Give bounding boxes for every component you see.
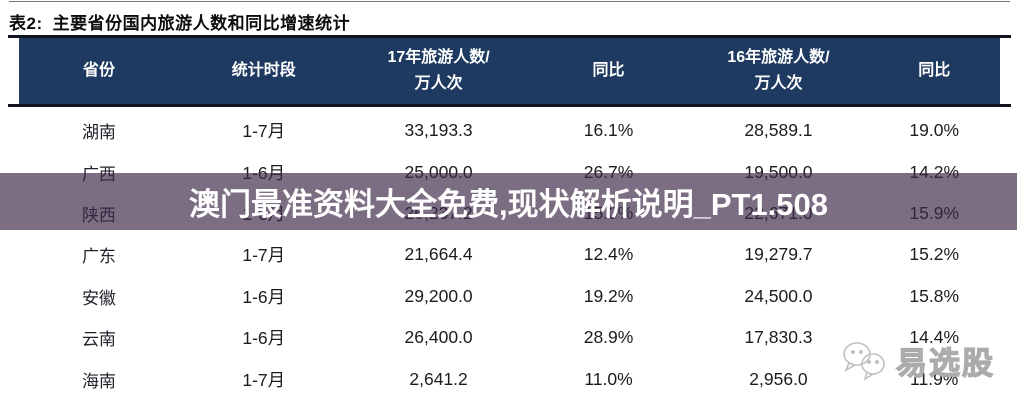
- table-row: 广东 1-7月 21,664.4 12.4% 19,279.7 15.2%: [19, 234, 1000, 275]
- cell-yoy-2016: 19.0%: [909, 120, 960, 141]
- cell-2017-visitors: 21,664.4: [404, 244, 473, 265]
- header-period: 统计时段: [231, 62, 296, 79]
- header-province: 省份: [82, 62, 115, 79]
- cell-2017-visitors: 2,641.2: [409, 368, 468, 389]
- cell-period: 1-7月: [242, 245, 286, 266]
- table-row: 云南 1-6月 26,400.0 28.9% 17,830.3 14.4%: [19, 317, 1000, 358]
- table-title-text: 主要省份国内旅游人数和同比增速统计: [52, 14, 351, 33]
- title-divider-line: [8, 35, 1011, 38]
- cell-province: 安徽: [81, 288, 116, 308]
- top-hairline: [9, 1, 1010, 2]
- cell-yoy-2016: 14.4%: [909, 327, 960, 348]
- table-row: 湖南 1-7月 33,193.3 16.1% 28,589.1 19.0%: [19, 110, 1000, 151]
- cell-province: 湖南: [81, 123, 116, 143]
- table-title: 表2: 主要省份国内旅游人数和同比增速统计: [9, 9, 350, 34]
- cell-yoy-2017: 12.4%: [583, 244, 634, 265]
- table-row: 安徽 1-6月 29,200.0 19.2% 24,500.0 15.8%: [19, 276, 1000, 317]
- table-title-prefix: 表2:: [9, 14, 43, 33]
- cell-yoy-2017: 19.2%: [583, 285, 634, 306]
- cell-period: 1-7月: [242, 369, 286, 390]
- cell-2016-visitors: 17,830.3: [744, 327, 813, 348]
- cell-yoy-2017: 28.9%: [583, 327, 634, 348]
- cell-2016-visitors: 28,589.1: [744, 120, 813, 141]
- cell-province: 云南: [81, 330, 116, 350]
- banner-text: 澳门最准资料大全免费,现状解析说明_PT1.508: [188, 187, 829, 222]
- cell-period: 1-6月: [242, 286, 286, 307]
- cell-2017-visitors: 33,193.3: [404, 120, 473, 141]
- overlay-banner: 澳门最准资料大全免费,现状解析说明_PT1.508: [0, 173, 1017, 230]
- header-yoy-2016: 同比: [918, 62, 951, 79]
- table-header-row: 省份 统计时段 17年旅游人数/万人次 同比 16年旅游人数/万人次 同比: [19, 38, 1000, 104]
- header-2016-visitors: 16年旅游人数/万人次: [727, 49, 830, 92]
- table-row: 海南 1-7月 2,641.2 11.0% 2,956.0 11.9%: [19, 358, 1000, 399]
- header-2017-visitors: 17年旅游人数/万人次: [387, 49, 490, 92]
- cell-2016-visitors: 19,279.7: [744, 244, 813, 265]
- header-divider-line: [8, 104, 1011, 107]
- cell-2016-visitors: 2,956.0: [749, 368, 808, 389]
- cell-2017-visitors: 29,200.0: [404, 285, 473, 306]
- cell-period: 1-6月: [242, 328, 286, 349]
- cell-province: 广东: [81, 247, 116, 267]
- cell-period: 1-7月: [242, 121, 286, 142]
- cell-yoy-2017: 16.1%: [583, 120, 634, 141]
- cell-2017-visitors: 26,400.0: [404, 327, 473, 348]
- cell-yoy-2016: 11.9%: [910, 368, 959, 389]
- cell-2016-visitors: 24,500.0: [744, 285, 813, 306]
- cell-yoy-2016: 15.2%: [909, 244, 960, 265]
- table-body: 湖南 1-7月 33,193.3 16.1% 28,589.1 19.0% 广西…: [19, 110, 1000, 400]
- cell-yoy-2016: 15.8%: [909, 285, 960, 306]
- header-yoy-2017: 同比: [592, 62, 625, 79]
- cell-province: 海南: [81, 371, 116, 391]
- cell-yoy-2017: 11.0%: [584, 368, 633, 389]
